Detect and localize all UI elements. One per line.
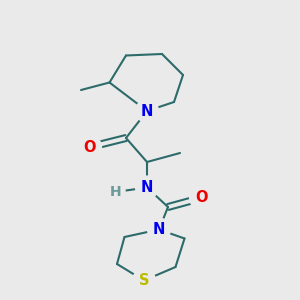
Circle shape — [106, 182, 125, 202]
Circle shape — [136, 176, 158, 199]
Text: O: O — [84, 140, 96, 154]
Text: N: N — [141, 103, 153, 118]
Text: H: H — [110, 185, 121, 199]
Circle shape — [148, 218, 170, 241]
Text: O: O — [195, 190, 207, 206]
Circle shape — [190, 187, 212, 209]
Circle shape — [136, 100, 158, 122]
Circle shape — [79, 136, 101, 158]
Text: N: N — [141, 180, 153, 195]
Text: S: S — [139, 273, 149, 288]
Circle shape — [133, 269, 155, 292]
Text: N: N — [153, 222, 165, 237]
